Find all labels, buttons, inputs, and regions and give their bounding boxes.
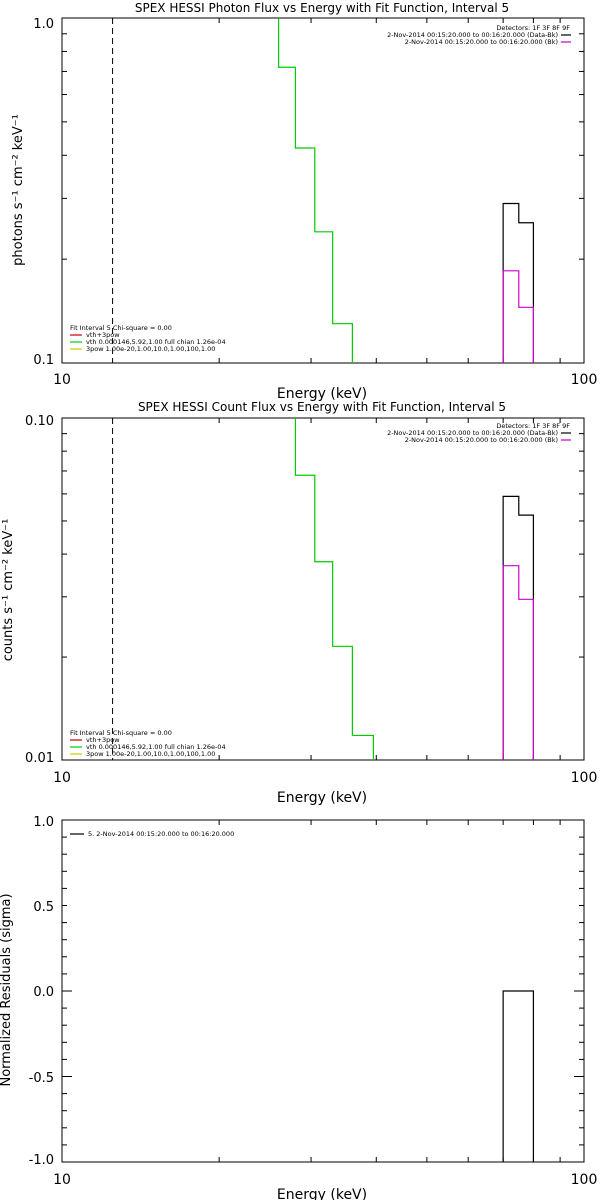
panel3-series-1 bbox=[502, 990, 535, 1162]
panel1-series-1 bbox=[278, 18, 372, 363]
panel3-ytick-3: 0.0 bbox=[33, 985, 54, 1000]
panel1-fit-entry-3pow: 3pow 1.00e-20,1.00,10.0,1.00,100,1.00 bbox=[86, 345, 215, 353]
panel2-fit-entry-total: vth+3pow bbox=[86, 736, 120, 744]
panel2-fit-header: Fit Interval 5 Chi-square = 0.00 bbox=[70, 729, 172, 737]
panel2-series-1 bbox=[294, 418, 394, 760]
panel2-series-3 bbox=[502, 565, 535, 760]
panel1-series-3 bbox=[502, 270, 535, 363]
residuals-panel: Energy (keV) Normalized Residuals (sigma… bbox=[0, 815, 598, 1203]
panel2-fit-entry-3pow: 3pow 1.00e-20,1.00,10.0,1.00,100,1.00 bbox=[86, 750, 215, 758]
panel1-fit-header: Fit Interval 5 Chi-square = 0.00 bbox=[70, 324, 172, 332]
panel3-ytick-2: 0.5 bbox=[33, 900, 54, 915]
panel3-legend-entry: 5. 2-Nov-2014 00:15:20.000 to 00:16:20.0… bbox=[88, 830, 234, 838]
panel2-legend-entry-bk: 2-Nov-2014 00:15:20.000 to 00:16:20.000 … bbox=[405, 436, 558, 444]
panel2-xtick-left: 10 bbox=[53, 770, 71, 786]
panel2-xtick-right: 100 bbox=[571, 770, 598, 786]
panel2-fit-entry-vth: vth 0.000146,5.92,1.00 full chian 1.26e-… bbox=[86, 743, 226, 751]
panel1-fit-entry-vth: vth 0.000146,5.92,1.00 full chian 1.26e-… bbox=[86, 338, 226, 346]
panel1-legend-entry-data: 2-Nov-2014 00:15:20.000 to 00:16:20.000 … bbox=[387, 31, 558, 39]
panel3-ylabel: Normalized Residuals (sigma) bbox=[0, 893, 14, 1086]
panel2-ytick-bottom: 0.01 bbox=[25, 751, 54, 766]
panel1-xtick-right: 100 bbox=[571, 372, 598, 388]
panel3-xtick-left: 10 bbox=[53, 1172, 71, 1188]
panel2-title: SPEX HESSI Count Flux vs Energy with Fit… bbox=[138, 400, 506, 414]
panel1-legend-entry-bk: 2-Nov-2014 00:15:20.000 to 00:16:20.000 … bbox=[405, 38, 558, 46]
panel1-axes-box bbox=[61, 17, 585, 364]
panel3-xtick-right: 100 bbox=[571, 1172, 598, 1188]
panel1-ytick-top: 1.0 bbox=[33, 17, 54, 32]
panel1-xtick-left: 10 bbox=[53, 372, 71, 388]
panel2-axes-box bbox=[61, 417, 585, 761]
panel2-xlabel: Energy (keV) bbox=[277, 790, 367, 806]
panel1-series-2 bbox=[502, 202, 535, 363]
panel2-series-2 bbox=[502, 495, 535, 760]
panel3-ytick-1: 1.0 bbox=[33, 815, 54, 830]
panel1-fit-entry-total: vth+3pow bbox=[86, 331, 120, 339]
panel1-title: SPEX HESSI Photon Flux vs Energy with Fi… bbox=[135, 1, 509, 15]
photon-flux-panel: SPEX HESSI Photon Flux vs Energy with Fi… bbox=[11, 1, 597, 402]
panel2-legend-entry-data: 2-Nov-2014 00:15:20.000 to 00:16:20.000 … bbox=[387, 429, 558, 437]
panel2-ylabel: counts s⁻¹ cm⁻² keV⁻¹ bbox=[1, 519, 16, 662]
panel1-ytick-bottom: 0.1 bbox=[33, 353, 54, 368]
panel1-legend-header: Detectors: 1F 3F 8F 9F bbox=[496, 24, 570, 32]
panel3-ytick-5: -1.0 bbox=[29, 1153, 54, 1168]
panel1-ylabel: photons s⁻¹ cm⁻² keV⁻¹ bbox=[11, 114, 26, 266]
panel2-legend-header: Detectors: 1F 3F 8F 9F bbox=[496, 422, 570, 430]
panel2-ytick-top: 0.10 bbox=[25, 414, 54, 429]
panel1-xlabel: Energy (keV) bbox=[277, 386, 367, 402]
panel3-xlabel: Energy (keV) bbox=[277, 1187, 367, 1200]
panel3-ytick-4: -0.5 bbox=[29, 1071, 54, 1086]
count-flux-panel: SPEX HESSI Count Flux vs Energy with Fit… bbox=[1, 400, 597, 806]
